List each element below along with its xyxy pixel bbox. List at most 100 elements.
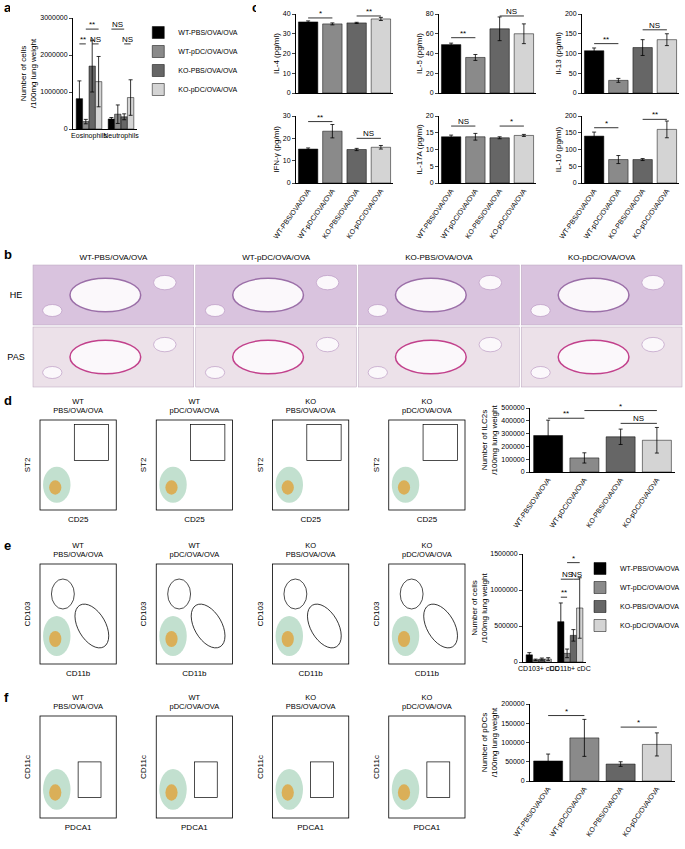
svg-text:KO-PBS/OVA/OVA: KO-PBS/OVA/OVA [178, 67, 237, 74]
svg-text:200: 200 [565, 112, 577, 119]
svg-text:WT-PBS/OVA/OVA: WT-PBS/OVA/OVA [512, 476, 552, 529]
svg-text:PBS/OVA/OVA: PBS/OVA/OVA [53, 702, 103, 711]
svg-text:1000000: 1000000 [40, 88, 67, 95]
svg-text:*: * [565, 707, 568, 716]
svg-text:CD11c: CD11c [372, 755, 381, 779]
svg-text:WT-pDC/OVA/OVA: WT-pDC/OVA/OVA [548, 476, 589, 529]
svg-text:0: 0 [573, 179, 577, 186]
svg-text:0: 0 [514, 658, 518, 665]
svg-text:20: 20 [426, 70, 434, 77]
svg-text:PBS/OVA/OVA: PBS/OVA/OVA [286, 550, 336, 559]
svg-text:NS: NS [506, 7, 517, 16]
svg-text:50000: 50000 [505, 758, 525, 765]
svg-text:NS: NS [458, 117, 469, 126]
svg-text:100: 100 [565, 146, 577, 153]
svg-text:CD103: CD103 [23, 601, 32, 626]
svg-text:10: 10 [283, 70, 291, 77]
svg-text:WT-PBS/OVA/OVA: WT-PBS/OVA/OVA [272, 187, 312, 240]
svg-text:WT: WT [189, 541, 201, 550]
svg-text:CD103: CD103 [256, 601, 265, 626]
svg-text:PDCA1: PDCA1 [65, 823, 92, 832]
svg-text:CD11c: CD11c [139, 755, 148, 779]
svg-text:**: ** [652, 110, 658, 119]
svg-text:30: 30 [283, 112, 291, 119]
svg-text:CD11b: CD11b [415, 669, 440, 678]
svg-text:Number of cells/100mg lung wei: Number of cells/100mg lung weight [19, 38, 38, 108]
svg-text:*: * [510, 117, 513, 126]
svg-text:Il-13 (pg/ml): Il-13 (pg/ml) [554, 32, 563, 75]
svg-text:ST2: ST2 [372, 457, 381, 472]
svg-text:200000: 200000 [501, 443, 524, 450]
svg-text:10: 10 [283, 157, 291, 164]
svg-text:CD103: CD103 [139, 601, 148, 626]
svg-text:20: 20 [283, 135, 291, 142]
svg-text:WT-pDC/OVA/OVA: WT-pDC/OVA/OVA [242, 253, 310, 262]
svg-text:Number of pDCs/100mg lung weig: Number of pDCs/100mg lung weight [480, 707, 499, 777]
svg-text:20: 20 [426, 112, 434, 119]
svg-text:*: * [572, 554, 575, 563]
svg-text:500000: 500000 [494, 622, 517, 629]
svg-text:80: 80 [426, 10, 434, 17]
svg-text:Eosinophils: Eosinophils [71, 132, 107, 140]
svg-text:NS: NS [649, 21, 660, 30]
svg-text:100000: 100000 [501, 456, 524, 463]
svg-text:150: 150 [565, 129, 577, 136]
svg-text:CD25: CD25 [300, 515, 321, 524]
svg-text:pDC/OVA/OVA: pDC/OVA/OVA [402, 406, 452, 415]
svg-text:HE: HE [10, 290, 23, 300]
svg-text:PBS/OVA/OVA: PBS/OVA/OVA [53, 550, 103, 559]
svg-text:PDCA1: PDCA1 [297, 823, 324, 832]
svg-text:NS: NS [633, 414, 644, 423]
svg-text:PBS/OVA/OVA: PBS/OVA/OVA [286, 406, 336, 415]
svg-text:WT-pDC/OVA/OVA: WT-pDC/OVA/OVA [178, 48, 238, 56]
svg-text:IFN-γ (pg/ml): IFN-γ (pg/ml) [272, 126, 281, 173]
svg-text:Neutrophils: Neutrophils [103, 132, 139, 140]
svg-text:2000000: 2000000 [40, 51, 67, 58]
svg-text:*: * [319, 9, 322, 18]
svg-text:0: 0 [287, 179, 291, 186]
svg-text:WT-PBS/OVA/OVA: WT-PBS/OVA/OVA [415, 187, 455, 240]
svg-text:pDC/OVA/OVA: pDC/OVA/OVA [170, 702, 220, 711]
svg-text:*: * [637, 718, 640, 727]
svg-text:60: 60 [426, 30, 434, 37]
svg-text:WT-PBS/OVA/OVA: WT-PBS/OVA/OVA [620, 565, 680, 572]
svg-text:**: ** [89, 20, 95, 29]
svg-text:0: 0 [521, 777, 525, 784]
svg-text:NS: NS [571, 570, 582, 579]
svg-text:**: ** [561, 588, 567, 597]
svg-text:PAS: PAS [7, 352, 24, 362]
svg-text:KO-pDC/OVA/OVA: KO-pDC/OVA/OVA [631, 187, 672, 240]
svg-text:KO-pDC/OVA/OVA: KO-pDC/OVA/OVA [568, 253, 636, 262]
svg-text:CD25: CD25 [184, 515, 205, 524]
svg-text:NS: NS [122, 35, 133, 44]
svg-text:CD11c: CD11c [23, 755, 32, 779]
svg-text:0: 0 [521, 468, 525, 475]
svg-text:0: 0 [430, 179, 434, 186]
svg-text:150000: 150000 [501, 720, 524, 727]
svg-text:WT-PBS/OVA/OVA: WT-PBS/OVA/OVA [178, 29, 238, 36]
svg-text:ST2: ST2 [256, 457, 265, 472]
svg-text:WT-pDC/OVA/OVA: WT-pDC/OVA/OVA [582, 187, 623, 240]
svg-text:1500000: 1500000 [490, 550, 517, 557]
svg-text:CD11b: CD11b [66, 669, 91, 678]
svg-text:WT-pDC/OVA/OVA: WT-pDC/OVA/OVA [296, 187, 337, 240]
svg-text:WT-pDC/OVA/OVA: WT-pDC/OVA/OVA [439, 187, 480, 240]
svg-text:KO-PBS/OVA/OVA: KO-PBS/OVA/OVA [464, 187, 504, 240]
svg-text:0: 0 [287, 89, 291, 96]
svg-text:WT: WT [72, 693, 84, 702]
svg-text:KO: KO [421, 693, 432, 702]
svg-text:ST2: ST2 [139, 457, 148, 472]
svg-text:KO-PBS/OVA/OVA: KO-PBS/OVA/OVA [607, 187, 647, 240]
svg-text:KO: KO [421, 541, 432, 550]
svg-text:WT: WT [72, 397, 84, 406]
svg-text:IL-17A (pg/ml): IL-17A (pg/ml) [415, 124, 424, 175]
svg-text:20: 20 [283, 50, 291, 57]
svg-text:0: 0 [64, 125, 68, 132]
svg-text:CD11b: CD11b [298, 669, 323, 678]
svg-text:NS: NS [112, 20, 123, 29]
svg-text:WT-pDC/OVA/OVA: WT-pDC/OVA/OVA [548, 785, 589, 838]
svg-text:KO: KO [305, 693, 316, 702]
svg-text:KO: KO [421, 397, 432, 406]
svg-text:KO-pDC/OVA/OVA: KO-pDC/OVA/OVA [345, 187, 386, 240]
svg-text:CD103: CD103 [372, 601, 381, 626]
